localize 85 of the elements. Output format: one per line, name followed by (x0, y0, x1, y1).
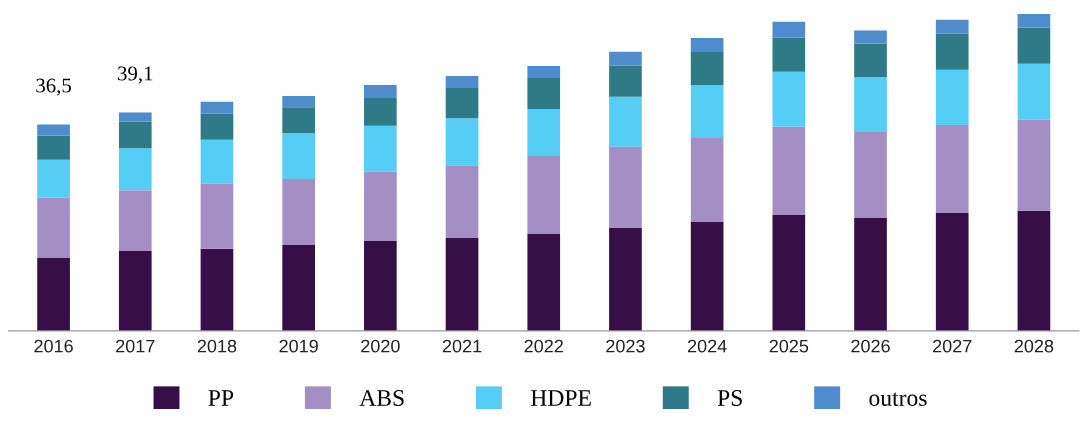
x-tick-label: 2024 (687, 339, 727, 353)
bar (609, 65, 642, 97)
bar (37, 258, 70, 331)
bar (935, 19, 969, 34)
x-tick-label: 2027 (933, 339, 972, 353)
legend-label: HDPE (530, 390, 591, 406)
bar (1017, 13, 1051, 28)
bar (935, 124, 969, 213)
bar (527, 65, 561, 78)
bar (37, 124, 70, 136)
bar (690, 38, 724, 52)
x-tick-label: 2022 (524, 339, 563, 353)
bar (690, 137, 724, 222)
bar (527, 77, 561, 110)
bar (690, 221, 724, 331)
bar (364, 171, 397, 241)
bar (445, 76, 479, 89)
bar (118, 251, 152, 331)
x-tick-label: 2025 (769, 339, 809, 353)
bar (527, 109, 561, 156)
x-tick-label: 2028 (1014, 339, 1054, 353)
annotation: 39,1 (118, 66, 153, 84)
bar (527, 233, 561, 331)
bar (935, 33, 969, 70)
bar (772, 21, 806, 38)
bar (37, 197, 70, 259)
bar (364, 240, 397, 331)
legend-label: outros (869, 392, 927, 406)
bar (609, 227, 642, 331)
bar (1017, 210, 1051, 331)
bar (445, 88, 479, 119)
bar (1017, 63, 1051, 120)
x-tick-label: 2026 (851, 339, 890, 353)
bar (445, 118, 479, 166)
legend-label: ABS (359, 390, 404, 406)
bar (200, 139, 234, 184)
bar (118, 112, 152, 122)
bar (282, 96, 315, 108)
bar (364, 125, 397, 172)
x-tick-label: 2018 (197, 339, 237, 353)
x-tick-label: 2023 (606, 339, 645, 353)
bar (1017, 27, 1051, 64)
bar (772, 37, 806, 72)
bar (282, 107, 315, 134)
legend-label: PS (717, 390, 742, 406)
bar (282, 179, 315, 246)
bar (118, 148, 152, 191)
bar (854, 131, 887, 219)
bar (609, 146, 642, 228)
bar (37, 159, 70, 198)
bar (445, 165, 479, 239)
bar (772, 71, 806, 127)
bar (854, 43, 887, 78)
bar (200, 113, 234, 140)
bar (772, 126, 806, 215)
bar (200, 183, 234, 249)
bar (37, 135, 70, 160)
bar (772, 214, 806, 331)
bar (935, 69, 969, 125)
bar (364, 84, 397, 98)
x-tick-label: 2021 (442, 339, 482, 353)
bar (690, 51, 724, 85)
bar (1017, 119, 1051, 211)
x-tick-label: 2017 (116, 339, 155, 353)
bar (200, 101, 234, 114)
bar (609, 96, 642, 147)
bar (118, 190, 152, 252)
bar (527, 155, 561, 234)
bar (282, 133, 315, 180)
bar (282, 245, 315, 331)
bar (609, 51, 642, 66)
x-tick-label: 2020 (361, 339, 400, 353)
legend-label: PP (208, 390, 234, 406)
bar (854, 77, 887, 132)
annotation: 36,5 (36, 78, 71, 96)
bar (690, 84, 724, 138)
bar (364, 97, 397, 126)
bar (118, 121, 152, 149)
bar (854, 30, 887, 44)
bar (935, 213, 969, 331)
bar (854, 218, 887, 331)
x-tick-label: 2019 (279, 339, 318, 353)
bar (445, 238, 479, 331)
bar (200, 248, 234, 331)
x-tick-label: 2016 (34, 339, 73, 353)
